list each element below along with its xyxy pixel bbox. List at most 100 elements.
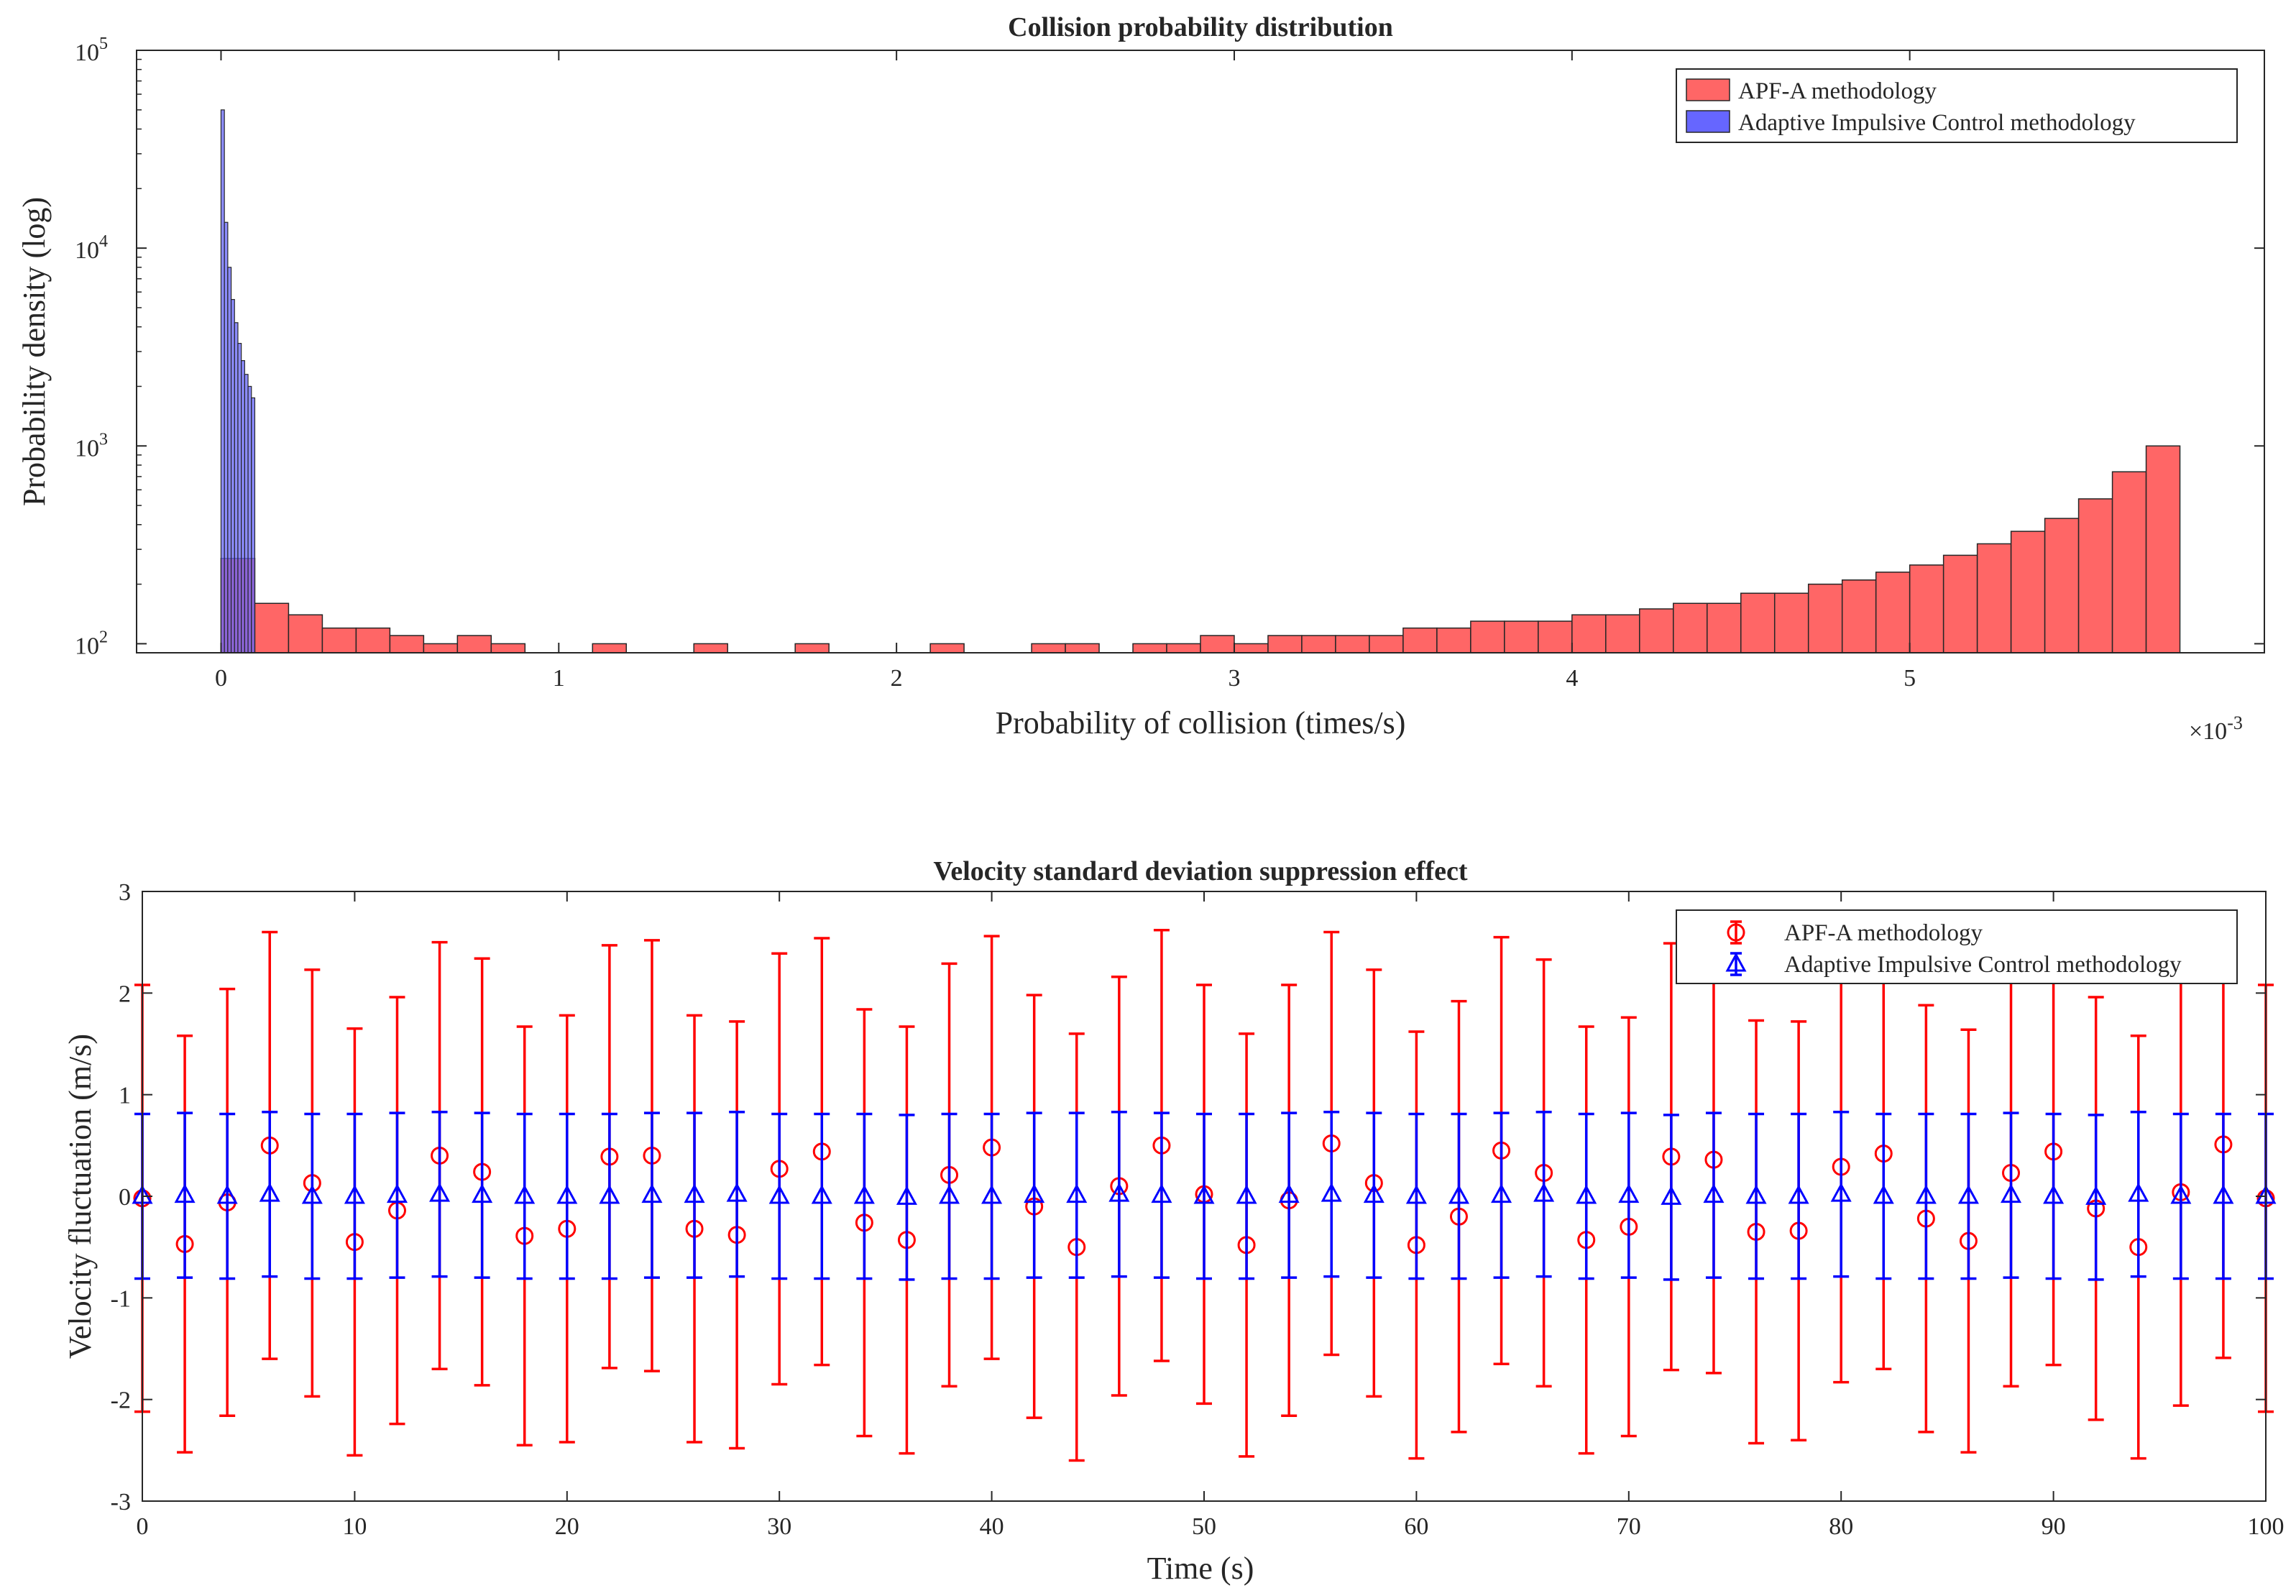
histogram-x-tick-label-4: 4 <box>1566 665 1578 692</box>
histogram-bar-apf-a-36 <box>1436 627 1471 653</box>
histogram-bar-adaptive-impulsive-8 <box>247 385 252 653</box>
errorbar-y-tick-label-0: 0 <box>119 1184 131 1211</box>
errorbar-point-adaptive-impulsive-2 <box>174 1183 196 1203</box>
histogram-bar-apf-a-33 <box>1335 635 1370 653</box>
errorbar-y-tick-label-3: 3 <box>119 879 131 906</box>
histogram-bar-apf-a-34 <box>1369 635 1404 653</box>
errorbar-x-tick-label-70: 70 <box>1617 1513 1641 1540</box>
histogram-bar-apf-a-46 <box>1773 592 1809 653</box>
histogram-bar-apf-a-35 <box>1402 627 1438 653</box>
errorbar-point-adaptive-impulsive-22 <box>599 1184 620 1204</box>
errorbar-point-adaptive-impulsive-98 <box>2213 1184 2234 1204</box>
errorbar-point-adaptive-impulsive-30 <box>768 1184 790 1204</box>
errorbar-x-tick-label-10: 10 <box>342 1513 367 1540</box>
errorbar-point-adaptive-impulsive-56 <box>1321 1183 1342 1202</box>
errorbar-y-tick-label--3: -3 <box>111 1489 131 1515</box>
histogram-bar-apf-a-38 <box>1504 620 1539 653</box>
errorbar-point-adaptive-impulsive-10 <box>344 1184 365 1204</box>
errorbar-point-adaptive-impulsive-58 <box>1363 1183 1385 1203</box>
histogram-bar-adaptive-impulsive-9 <box>251 397 256 653</box>
histogram-x-scale-base: ×10 <box>2189 718 2227 745</box>
histogram-bar-apf-a-14 <box>693 643 728 653</box>
histogram-bar-apf-a-3 <box>321 627 357 653</box>
errorbar-point-adaptive-impulsive-70 <box>1618 1183 1640 1203</box>
histogram-bar-apf-a-47 <box>1807 583 1843 653</box>
errorbar-legend-marker-apf-a <box>1727 920 1745 945</box>
histogram-bar-apf-a-42 <box>1639 608 1674 653</box>
histogram-bar-apf-a-37 <box>1470 620 1505 653</box>
histogram-bar-adaptive-impulsive-0 <box>220 109 225 653</box>
errorbar-point-adaptive-impulsive-80 <box>1830 1183 1852 1202</box>
histogram-bar-apf-a-29 <box>1200 635 1235 653</box>
errorbar-x-tick-label-100: 100 <box>2248 1513 2284 1540</box>
histogram-legend-box <box>1676 68 2238 143</box>
errorbar-point-adaptive-impulsive-62 <box>1448 1184 1470 1204</box>
histogram-y-ticks: 102 103 104 105 <box>75 35 2264 659</box>
histogram-bar-apf-a-44 <box>1707 602 1742 653</box>
histogram-bar-apf-a-25 <box>1065 643 1100 653</box>
errorbar-point-adaptive-impulsive-94 <box>2128 1183 2149 1202</box>
histogram-bar-apf-a-52 <box>1976 543 2012 653</box>
histogram-bars <box>220 109 2181 653</box>
histogram-y-tick-label-100: 102 <box>75 628 108 659</box>
errorbar-point-adaptive-impulsive-86 <box>1957 1184 1979 1204</box>
errorbar-point-adaptive-impulsive-74 <box>1703 1183 1725 1203</box>
histogram-bar-apf-a-32 <box>1301 635 1336 653</box>
errorbar-point-adaptive-impulsive-14 <box>429 1183 451 1202</box>
histogram-bar-apf-a-51 <box>1942 554 1978 653</box>
errorbar-legend: APF-A methodology Adaptive Impulsive Con… <box>1676 909 2238 984</box>
histogram-x-scale-factor: ×10-3 <box>2189 712 2243 745</box>
errorbar-point-adaptive-impulsive-66 <box>1533 1183 1555 1202</box>
histogram-bar-apf-a-1 <box>254 602 290 653</box>
histogram-x-tick-label-2: 2 <box>891 665 903 692</box>
errorbar-x-tick-label-0: 0 <box>137 1513 149 1540</box>
errorbar-point-adaptive-impulsive-92 <box>2085 1185 2107 1205</box>
histogram-bar-apf-a-2 <box>288 614 323 653</box>
errorbar-x-tick-label-60: 60 <box>1404 1513 1428 1540</box>
errorbar-x-tick-label-80: 80 <box>1829 1513 1853 1540</box>
errorbar-point-adaptive-impulsive-36 <box>896 1185 917 1205</box>
errorbar-point-adaptive-impulsive-72 <box>1661 1185 1682 1205</box>
histogram-bar-adaptive-impulsive-5 <box>237 343 242 653</box>
errorbar-y-tick-label--1: -1 <box>111 1285 131 1312</box>
histogram-x-tick-label-5: 5 <box>1904 665 1916 692</box>
errorbar-point-adaptive-impulsive-20 <box>556 1184 578 1204</box>
histogram-bar-apf-a-50 <box>1909 564 1944 653</box>
errorbar-title: Velocity standard deviation suppression … <box>933 856 1467 886</box>
histogram-legend-swatch-apf-a <box>1686 78 1730 101</box>
histogram-y-tick-label-100000: 105 <box>75 35 108 66</box>
histogram-bar-apf-a-17 <box>794 643 830 653</box>
errorbar-y-tick-label-2: 2 <box>119 981 131 1007</box>
errorbar-point-adaptive-impulsive-6 <box>259 1183 280 1202</box>
histogram-bar-adaptive-impulsive-1 <box>224 221 229 653</box>
errorbar-point-adaptive-impulsive-96 <box>2170 1184 2192 1204</box>
errorbar-point-adaptive-impulsive-28 <box>726 1183 748 1202</box>
histogram-bar-adaptive-impulsive-7 <box>244 374 249 653</box>
histogram-plot-area <box>137 50 2264 653</box>
errorbar-point-adaptive-impulsive-78 <box>1788 1184 1809 1204</box>
errorbar-point-adaptive-impulsive-84 <box>1915 1184 1937 1204</box>
histogram-bar-apf-a-56 <box>2111 471 2147 653</box>
errorbar-point-adaptive-impulsive-16 <box>472 1183 493 1203</box>
errorbar-point-adaptive-impulsive-90 <box>2043 1184 2065 1204</box>
errorbar-x-tick-label-40: 40 <box>980 1513 1004 1540</box>
histogram-bar-apf-a-40 <box>1571 614 1607 653</box>
errorbar-y-ticks: -3 -2 -1 0 1 2 3 <box>111 879 2266 1515</box>
histogram-bar-apf-a-11 <box>592 643 628 653</box>
histogram-bar-apf-a-5 <box>389 635 425 653</box>
errorbar-x-tick-label-90: 90 <box>2042 1513 2066 1540</box>
histogram-bar-apf-a-39 <box>1538 620 1573 653</box>
errorbar-legend-label-adaptive: Adaptive Impulsive Control methodology <box>1784 952 2182 978</box>
histogram-bar-apf-a-24 <box>1031 643 1066 653</box>
histogram-bar-apf-a-49 <box>1875 572 1911 653</box>
errorbar-point-adaptive-impulsive-12 <box>386 1183 408 1203</box>
errorbar-point-adaptive-impulsive-4 <box>216 1184 238 1204</box>
histogram-bar-apf-a-21 <box>929 643 965 653</box>
errorbar-point-adaptive-impulsive-50 <box>1193 1184 1215 1204</box>
errorbar-point-adaptive-impulsive-82 <box>1873 1184 1894 1204</box>
histogram-legend-label-apf-a: APF-A methodology <box>1738 78 1937 104</box>
errorbar-point-adaptive-impulsive-54 <box>1278 1183 1300 1203</box>
errorbar-x-ticks: 0 10 20 30 40 50 60 70 80 90 100 <box>137 891 2284 1540</box>
errorbar-x-tick-label-50: 50 <box>1192 1513 1216 1540</box>
